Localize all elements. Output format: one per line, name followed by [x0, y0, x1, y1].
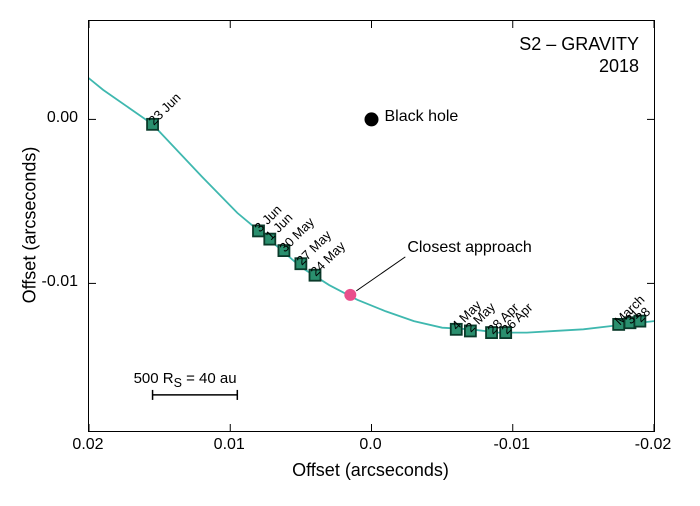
chart-title-line2: 2018 — [599, 56, 639, 77]
x-tick-label: 0.01 — [214, 436, 245, 454]
x-tick-label: 0.0 — [359, 436, 381, 454]
scale-bar-label: 500 RS = 40 au — [134, 370, 237, 390]
closest-approach-label: Closest approach — [407, 239, 532, 257]
chart-canvas: Offset (arcseconds) Offset (arcseconds) … — [0, 0, 700, 506]
chart-title-line1: S2 – GRAVITY — [519, 34, 639, 55]
x-tick-label: -0.01 — [494, 436, 530, 454]
x-tick-label: 0.02 — [72, 436, 103, 454]
black-hole-label: Black hole — [385, 108, 459, 126]
y-tick-label: 0.00 — [38, 109, 78, 127]
x-axis-label: Offset (arcseconds) — [88, 460, 653, 481]
x-tick-label: -0.02 — [635, 436, 671, 454]
y-tick-label: -0.01 — [38, 273, 78, 291]
